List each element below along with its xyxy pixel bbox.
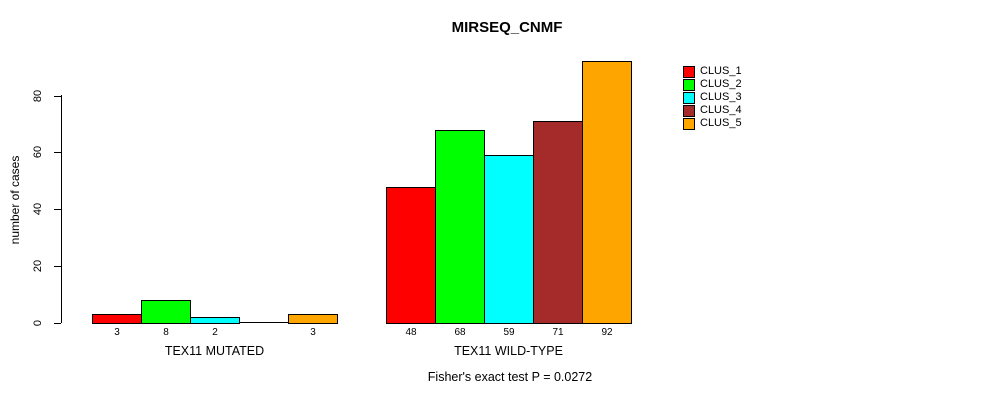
bar-clus-3-group-1 [484,155,534,324]
group-label: TEX11 MUTATED [164,344,265,358]
legend-label-clus-5: CLUS_5 [700,117,742,129]
bar-value-label: 92 [601,327,613,338]
legend-swatch-clus-1 [683,66,695,78]
fisher-test-annotation: Fisher's exact test P = 0.0272 [427,370,593,384]
bar-clus-1-group-1 [386,186,436,324]
y-tick-label: 20 [32,260,44,273]
legend-label-clus-4: CLUS_4 [700,104,742,116]
y-tick-label: 80 [32,89,44,102]
y-tick-mark [54,152,61,154]
bar-clus-5-group-0 [288,314,338,324]
bar-clus-4-group-0 [239,322,289,323]
y-tick-mark [54,323,61,324]
bar-value-label: 48 [405,327,417,338]
bar-clus-2-group-0 [141,300,191,324]
bar-clus-3-group-0 [190,317,240,324]
bar-value-label: 71 [552,327,564,338]
legend-swatch-clus-3 [683,92,695,104]
legend-label-clus-2: CLUS_2 [700,78,742,90]
y-tick-label: 60 [32,146,44,159]
legend-swatch-clus-2 [683,79,695,91]
legend-swatch-clus-5 [683,118,695,130]
chart-title: MIRSEQ_CNMF [451,19,563,36]
y-tick-label: 0 [32,319,44,327]
y-tick-mark [54,95,61,97]
legend-label-clus-3: CLUS_3 [700,91,742,103]
legend-swatch-clus-4 [683,105,695,117]
group-label: TEX11 WILD-TYPE [454,344,563,358]
y-axis-line [61,95,62,323]
bar-clus-1-group-0 [92,314,142,324]
bar-clus-4-group-1 [533,121,583,324]
bar-value-label: 3 [310,327,316,338]
y-axis-label: number of cases [8,155,22,245]
bar-clus-2-group-1 [435,129,485,324]
y-tick-label: 40 [32,203,44,216]
y-tick-mark [54,266,61,268]
bar-value-label: 8 [163,327,169,338]
bar-value-label: 59 [503,327,515,338]
bar-clus-5-group-1 [582,61,632,324]
y-tick-mark [54,209,61,211]
legend-label-clus-1: CLUS_1 [700,65,742,77]
bar-value-label: 2 [212,327,218,338]
bar-value-label: 68 [454,327,466,338]
bar-value-label: 3 [114,327,120,338]
